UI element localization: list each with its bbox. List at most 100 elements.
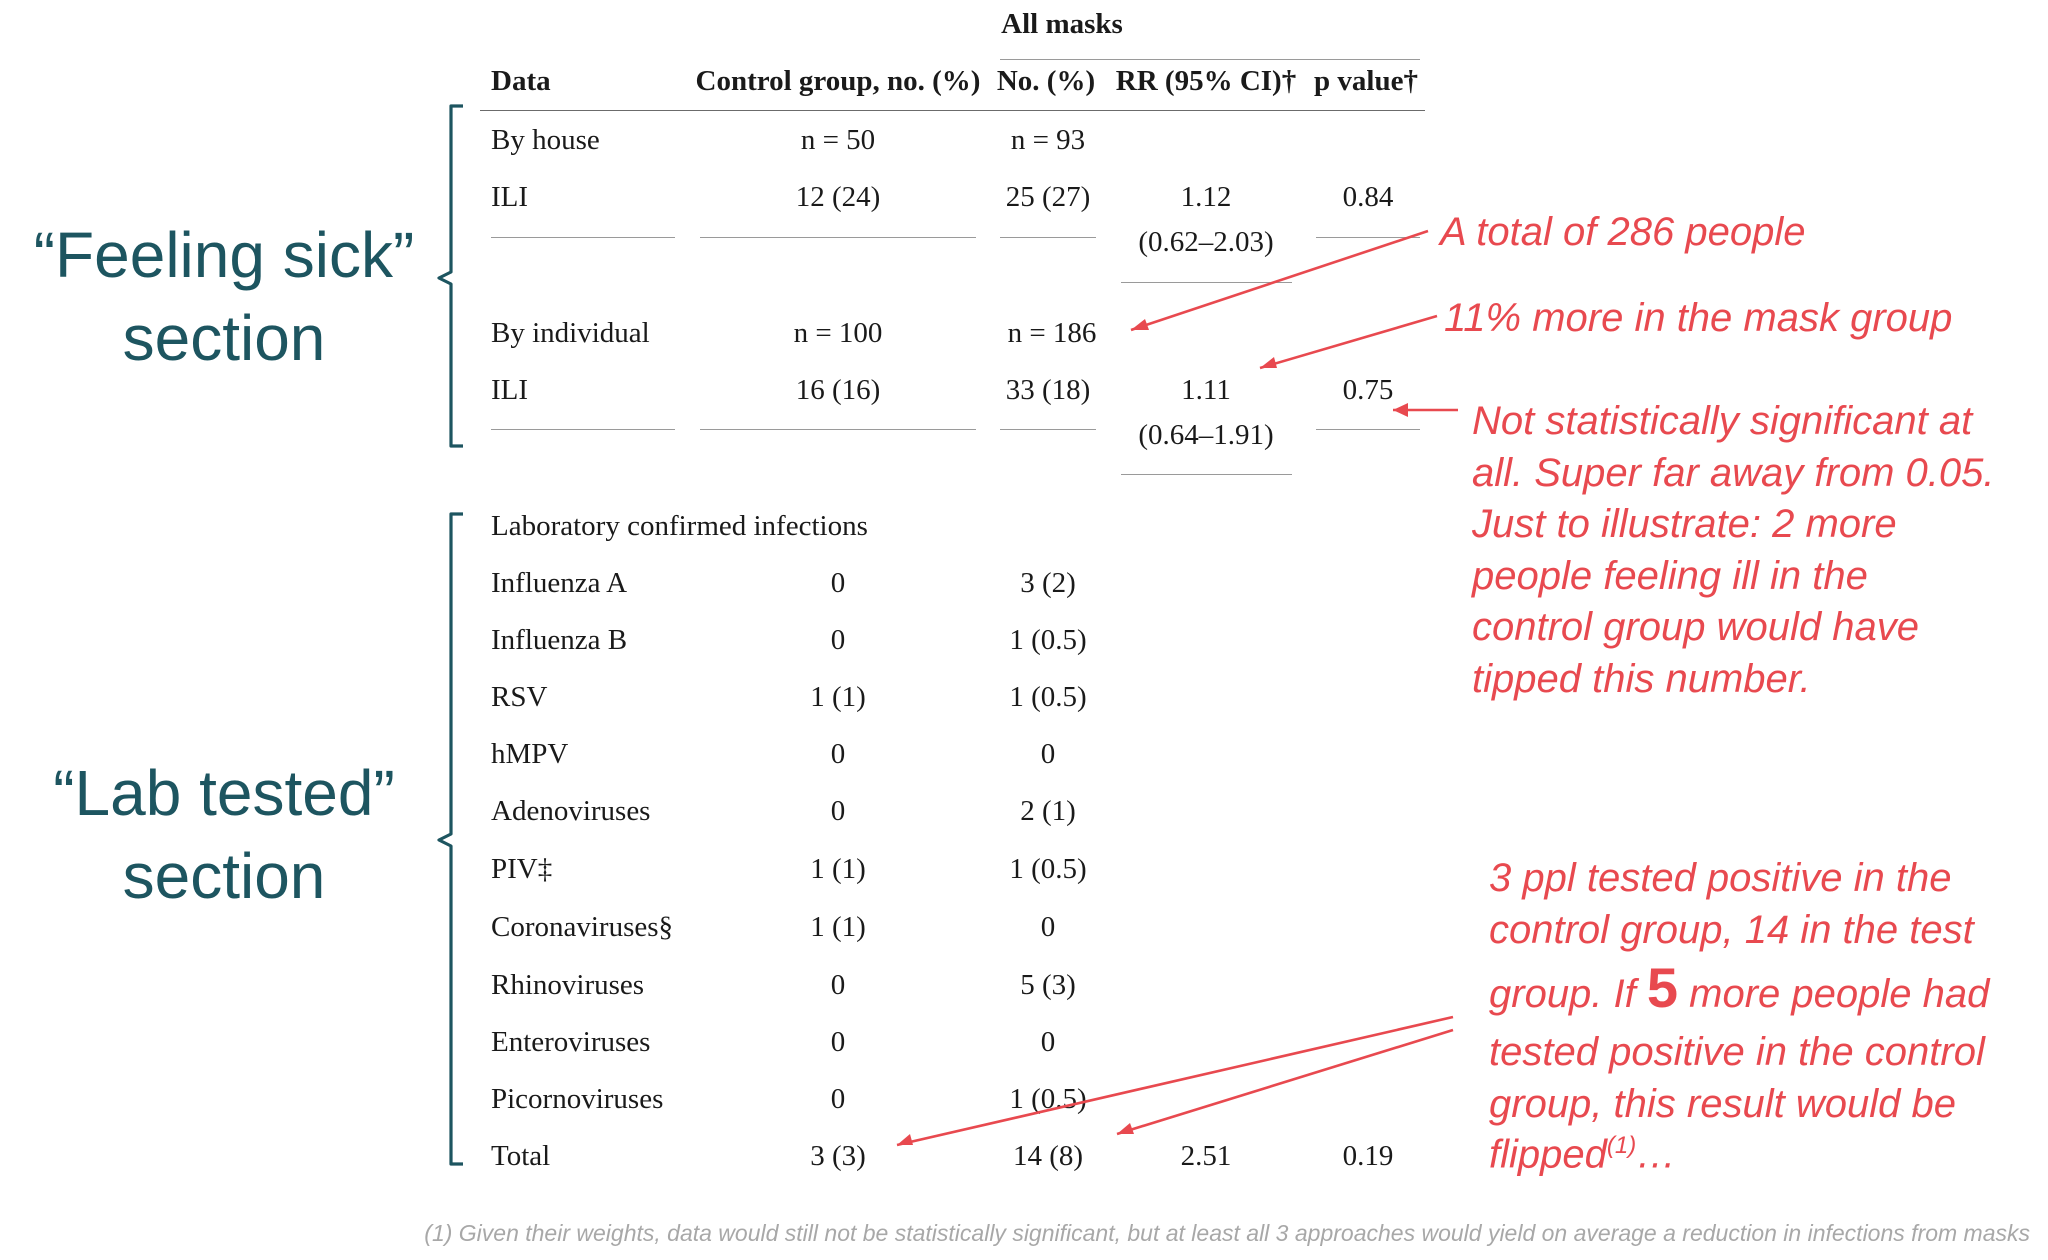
lab-row-label: RSV [491,681,548,713]
lab-row-control: 0 [830,1083,846,1115]
arrow-not-significant-head [1393,403,1408,417]
arrow-total-mask [1116,1028,1454,1136]
indiv-rule-data [491,429,675,430]
annotation-line: people feeling ill in the [1472,553,1868,598]
lab-tested-subtitle: section [122,840,326,912]
house-rule-p [1316,237,1420,238]
lab-tested-section-label: “Lab tested” section [53,752,395,918]
lab-section-header: Laboratory confirmed infections [491,510,868,542]
column-header-rr: RR (95% CI)† [1115,65,1297,97]
lab-row-mask: 3 (2) [1020,567,1076,599]
lab-row-label: hMPV [491,738,569,770]
house-rule-data [491,237,675,238]
lab-row-control: 1 (1) [810,681,866,713]
by-house-control-n: n = 50 [800,124,876,156]
column-header-data: Data [491,65,551,97]
house-ili-ci: (0.62–2.03) [1138,226,1274,258]
arrow-total-mask-head [1117,1123,1134,1134]
lab-row-mask: 1 (0.5) [1009,853,1087,885]
lab-row-label: Adenoviruses [491,795,651,827]
arrow-total-people [1130,229,1429,332]
footnote-marker: (1) [1606,1132,1637,1159]
house-ili-p-value: 0.84 [1342,181,1394,213]
feeling-sick-subtitle: section [122,302,326,374]
annotation-lab-line-1: 3 ppl tested positive in the [1489,856,1952,900]
lab-row-control: 0 [830,969,846,1001]
feeling-sick-brace [437,104,463,448]
lab-row-mask: 1 (0.5) [1009,1083,1087,1115]
indiv-ili-control: 16 (16) [795,374,881,406]
lab-row-label: Influenza B [491,624,628,656]
group-header-rule [1000,59,1420,60]
lab-row-control: 0 [830,567,846,599]
house-rule-control [700,237,976,238]
lab-row-mask: 0 [1040,738,1056,770]
house-rule-mask [1000,237,1096,238]
total-rr: 2.51 [1180,1140,1232,1172]
annotation-lab-line-3-pre: group. If [1489,972,1647,1016]
total-control: 3 (3) [810,1140,866,1172]
indiv-rule-p [1316,429,1420,430]
highlight-number-five: 5 [1646,956,1679,1019]
lab-row-control: 1 (1) [810,853,866,885]
lab-row-label: Picornoviruses [491,1083,664,1115]
annotation-line: Just to illustrate: 2 more [1472,502,1897,546]
lab-row-mask: 0 [1040,1026,1056,1058]
annotation-lab-line-6-pre: flipped [1489,1132,1607,1177]
annotation-line: all. Super far away from 0.05. [1472,450,1995,495]
annotation-line: Not statistically significant at [1472,399,1973,443]
arrow-total-people-head [1131,319,1149,330]
annotation-lab-line-6-post: … [1636,1132,1677,1177]
indiv-ili-rr: 1.11 [1181,374,1231,406]
lab-row-label: PIV‡ [491,853,553,885]
annotation-more-mask: 11% more in the mask group [1444,296,1953,340]
annotation-line: tipped this number. [1472,656,1811,701]
lab-row-mask: 2 (1) [1020,795,1076,827]
lab-row-label: Coronaviruses§ [491,911,674,943]
annotation-lab-line-2: control group, 14 in the test [1489,908,1974,952]
annotation-lab-line-3-post: more people had [1678,972,1990,1016]
lab-row-mask: 1 (0.5) [1009,624,1087,656]
feeling-sick-title: “Feeling sick” [33,219,415,291]
header-rule [480,110,1425,111]
row-label-house-ili: ILI [491,181,529,213]
lab-row-mask: 0 [1040,911,1056,943]
lab-row-label: Enteroviruses [491,1026,651,1058]
annotation-lab-line-5: group, this result would be [1489,1082,1956,1126]
column-header-control: Control group, no. (%) [695,65,981,97]
annotation-total-people: A total of 286 people [1440,210,1806,254]
lab-row-mask: 1 (0.5) [1009,681,1087,713]
arrow-total-control [896,1015,1454,1147]
lab-row-control: 1 (1) [810,911,866,943]
indiv-rule-rr [1121,474,1292,475]
lab-row-control: 0 [830,624,846,656]
lab-tested-brace [437,512,463,1166]
annotation-lab-line-4: tested positive in the control [1489,1030,1985,1074]
house-ili-mask: 25 (27) [1005,181,1091,213]
annotation-lab-line-3: group. If 5 more people had [1489,960,1989,1016]
annotation-not-significant: Not statistically significant at all. Su… [1472,396,1994,705]
lab-tested-title: “Lab tested” [53,757,395,829]
lab-row-control: 0 [830,1026,846,1058]
indiv-ili-p-value: 0.75 [1342,374,1394,406]
lab-row-label: Rhinoviruses [491,969,645,1001]
house-ili-rr: 1.12 [1180,181,1232,213]
feeling-sick-section-label: “Feeling sick” section [34,214,415,380]
arrow-more-mask [1259,314,1438,370]
annotation-lab-line-6: flipped(1)… [1489,1132,1677,1177]
arrow-more-mask-head [1260,357,1277,368]
lab-row-label: Influenza A [491,567,628,599]
lab-row-mask: 5 (3) [1020,969,1076,1001]
by-house-mask-n: n = 93 [1010,124,1086,156]
group-header-all-masks: All masks [1001,8,1123,40]
column-header-mask-no: No. (%) [996,65,1096,97]
indiv-rule-mask [1000,429,1096,430]
total-mask: 14 (8) [1012,1140,1084,1172]
indiv-ili-ci: (0.64–1.91) [1138,419,1274,451]
indiv-rule-control [700,429,976,430]
footnote: (1) Given their weights, data would stil… [424,1220,2030,1246]
total-p-value: 0.19 [1342,1140,1394,1172]
row-label-indiv-ili: ILI [491,374,529,406]
row-label-by-individual: By individual [491,317,650,349]
